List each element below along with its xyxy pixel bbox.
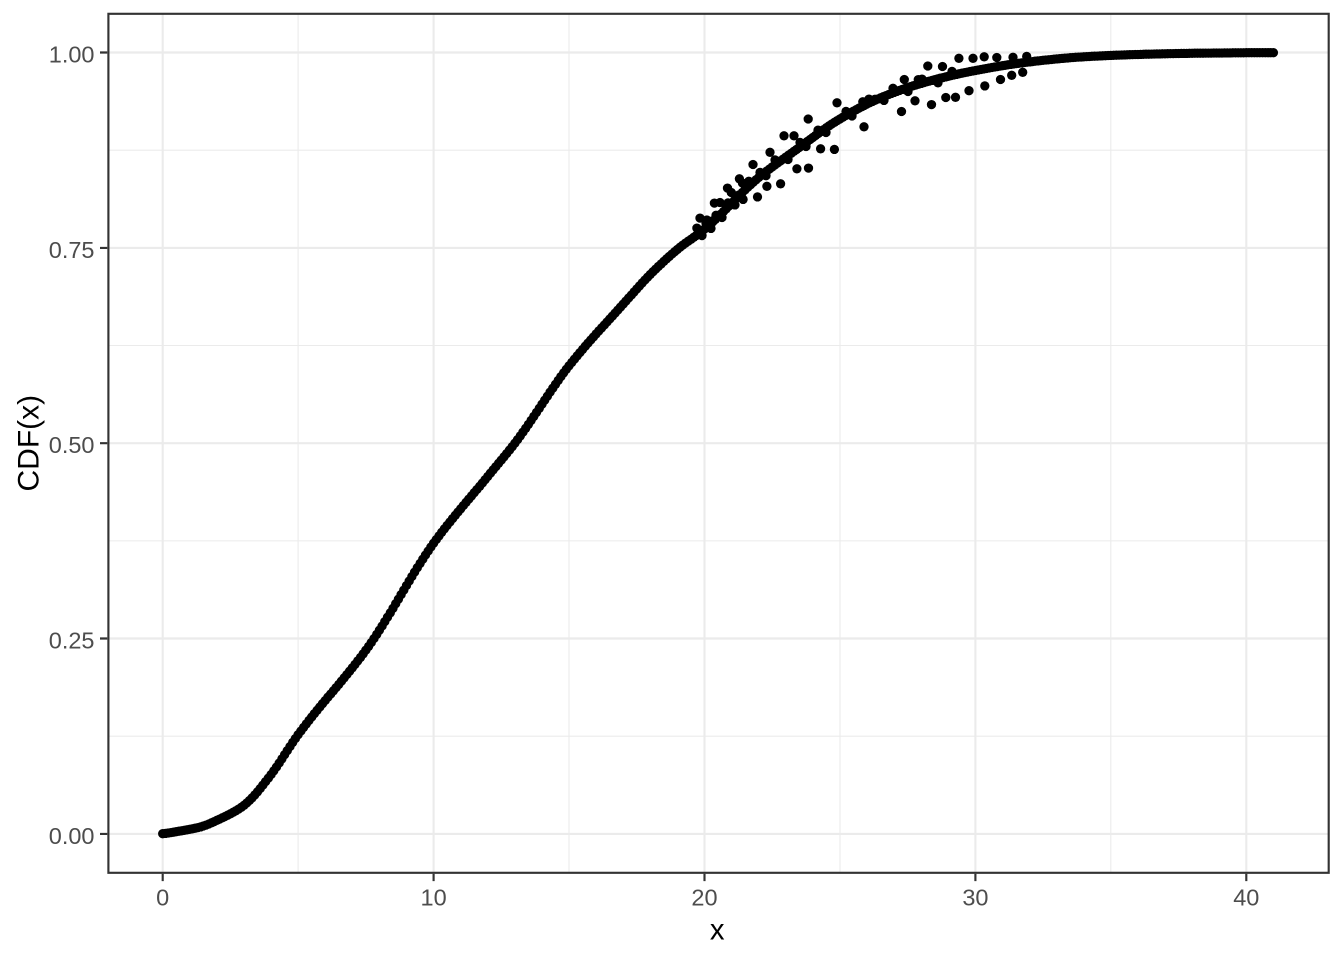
svg-text:CDF(x): CDF(x) (13, 395, 46, 492)
svg-text:20: 20 (691, 885, 717, 911)
svg-text:10: 10 (421, 885, 447, 911)
svg-text:40: 40 (1233, 885, 1259, 911)
svg-text:0.25: 0.25 (49, 628, 95, 654)
svg-text:30: 30 (962, 885, 988, 911)
svg-text:0.50: 0.50 (49, 432, 95, 458)
svg-text:0.75: 0.75 (49, 237, 95, 263)
svg-text:0: 0 (156, 885, 169, 911)
svg-text:x: x (710, 914, 725, 947)
svg-text:0.00: 0.00 (49, 823, 95, 849)
svg-text:1.00: 1.00 (49, 42, 95, 68)
